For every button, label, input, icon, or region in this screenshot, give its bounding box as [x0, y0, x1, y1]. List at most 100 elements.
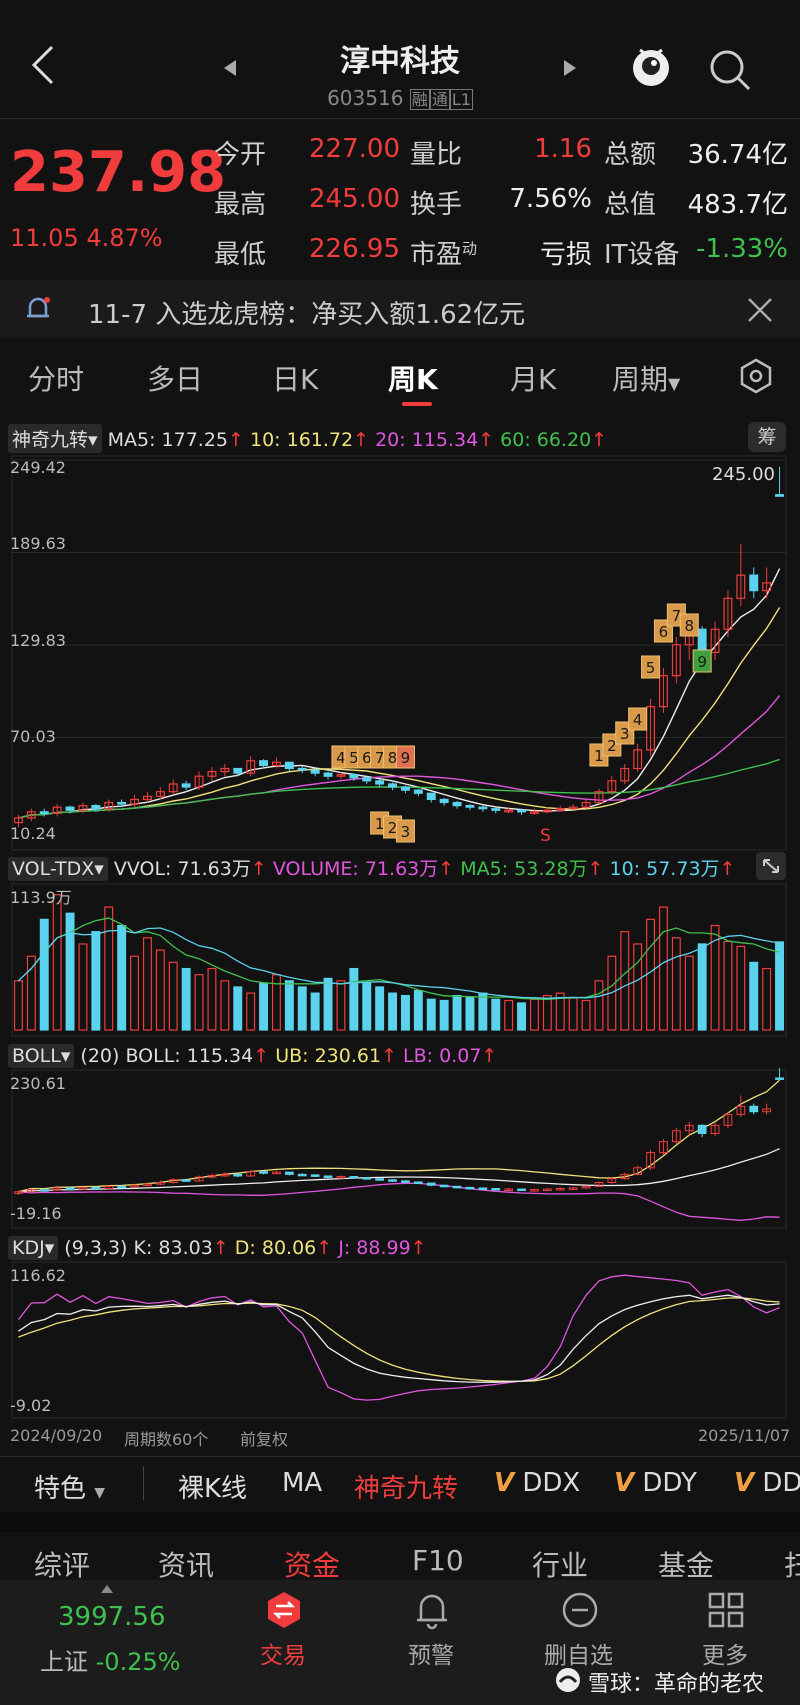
tab-news[interactable]: 资讯	[158, 1549, 215, 1582]
candle-body	[400, 786, 410, 791]
ma-tab[interactable]: MA	[282, 1468, 323, 1498]
prev-stock-icon[interactable]	[222, 58, 238, 78]
ddx-label: DDX	[522, 1468, 581, 1498]
tab-f10[interactable]: F10	[412, 1544, 464, 1577]
low-label: 最低	[214, 240, 267, 270]
mascot-icon[interactable]	[628, 44, 674, 90]
boll-candle-body	[104, 1185, 114, 1189]
close-icon[interactable]	[746, 296, 774, 324]
boll-candle-body	[659, 1141, 668, 1154]
boll-candle-body	[207, 1174, 217, 1178]
volume-bar	[117, 924, 127, 1031]
nine-turn-top-label: 7	[375, 749, 385, 767]
ddy-tab[interactable]: V DDY	[614, 1468, 697, 1498]
feature-menu[interactable]: 特色 ▼	[34, 1468, 105, 1505]
nav-remove-watchlist[interactable]: 删自选	[544, 1643, 613, 1669]
tab-more[interactable]: 扫	[784, 1549, 800, 1582]
nine-turn-rally-label: 9	[697, 653, 707, 671]
remove-watchlist-icon[interactable]	[560, 1590, 600, 1630]
adjust-mode[interactable]: 前复权	[240, 1430, 289, 1449]
kline-axis-2: 129.83	[10, 631, 66, 650]
vol-indicator-select[interactable]: VOL-TDX▾	[8, 857, 108, 881]
candle-body	[775, 494, 785, 497]
market-cap-label: 总值	[604, 190, 657, 220]
tab-period-label: 周期	[612, 363, 669, 396]
kdj-d-legend: D: 80.06	[234, 1237, 317, 1259]
dd-tab[interactable]: V DD	[734, 1468, 800, 1498]
volume-bar	[130, 955, 140, 1031]
boll-candle-body	[78, 1186, 88, 1190]
kdj-j-line	[17, 1274, 780, 1401]
bare-k-tab[interactable]: 裸K线	[178, 1474, 248, 1504]
settings-hex-icon[interactable]	[738, 358, 774, 394]
chip-button[interactable]: 筹	[748, 422, 786, 452]
dd-label: DD	[762, 1468, 800, 1498]
nine-turn-rally-label: 3	[620, 725, 630, 743]
vol-ma10-line	[17, 927, 780, 999]
alert-bell-icon[interactable]	[412, 1590, 452, 1630]
tab-fund[interactable]: 基金	[658, 1549, 715, 1582]
candle-body	[284, 761, 294, 770]
volume-bar	[775, 941, 785, 1031]
index-info[interactable]: 上证 -0.25%	[40, 1642, 181, 1677]
boll-candle-body	[168, 1179, 178, 1184]
boll-candle-body	[568, 1187, 578, 1190]
boll-candle-body	[530, 1189, 539, 1192]
sector-label[interactable]: IT设备	[604, 240, 680, 270]
search-icon[interactable]	[708, 48, 752, 92]
volume-bar	[155, 949, 165, 1031]
nav-more[interactable]: 更多	[702, 1643, 748, 1669]
kdj-indicator-select[interactable]: KDJ▾	[8, 1236, 59, 1260]
tab-daily-k[interactable]: 日K	[272, 363, 319, 396]
next-stock-icon[interactable]	[562, 58, 578, 78]
boll-candle-body	[723, 1113, 733, 1126]
tab-review[interactable]: 综评	[34, 1549, 91, 1582]
volume-bar	[207, 967, 217, 1031]
price-change: 11.05 4.87%	[10, 224, 163, 252]
index-name: 上证	[40, 1648, 88, 1676]
tab-multiday[interactable]: 多日	[147, 363, 204, 396]
volume-bar	[723, 940, 733, 1031]
candle-body	[723, 597, 733, 630]
panel-frame	[11, 1069, 787, 1229]
boll-candle-body	[233, 1173, 243, 1177]
index-pct: -0.25%	[95, 1648, 181, 1676]
more-grid-icon[interactable]	[706, 1590, 746, 1630]
nine-turn-top-label: 6	[362, 749, 372, 767]
boll-candle-body	[14, 1191, 23, 1194]
ma20-legend: 20: 115.34	[375, 429, 479, 451]
tab-monthly-k[interactable]: 月K	[510, 363, 557, 396]
candle-body	[439, 798, 449, 804]
nav-trade[interactable]: 交易	[260, 1643, 306, 1669]
tab-period[interactable]: 周期▼	[612, 358, 680, 398]
ma10-legend: 10: 161.72	[249, 429, 354, 451]
expand-icon[interactable]	[756, 852, 786, 880]
back-icon[interactable]	[30, 44, 56, 86]
trade-icon[interactable]	[264, 1590, 304, 1630]
kline-axis-3: 70.03	[10, 727, 56, 746]
tab-funds[interactable]: 资金	[284, 1549, 341, 1582]
boll-candle-body	[633, 1167, 643, 1175]
tab-industry[interactable]: 行业	[532, 1549, 589, 1582]
indicator-select[interactable]: 神奇九转▾	[8, 424, 102, 453]
boll-indicator-select[interactable]: BOLL▾	[8, 1044, 75, 1068]
tab-intraday[interactable]: 分时	[28, 363, 85, 396]
nine-turn-rally-label-box	[641, 655, 661, 679]
period-count: 周期数60个	[124, 1430, 209, 1449]
tab-weekly-k[interactable]: 周K	[388, 363, 438, 396]
notice-bar[interactable]	[0, 280, 800, 338]
stock-code: 603516	[327, 86, 404, 110]
boll-candle-body	[646, 1152, 655, 1169]
nine-turn-tab[interactable]: 神奇九转	[354, 1474, 459, 1504]
kdj-param: (9,3,3)	[64, 1237, 128, 1259]
nav-alert[interactable]: 预警	[408, 1643, 454, 1669]
kdj-axis-top: 116.62	[10, 1266, 66, 1285]
candle-body	[13, 817, 23, 824]
ddx-tab[interactable]: V DDX	[494, 1468, 580, 1498]
expand-up-icon[interactable]	[100, 1584, 114, 1594]
boll-candle-body	[155, 1182, 165, 1185]
candle-body	[39, 811, 49, 814]
kdj-k-line	[18, 1294, 780, 1383]
candle-body	[117, 801, 127, 805]
